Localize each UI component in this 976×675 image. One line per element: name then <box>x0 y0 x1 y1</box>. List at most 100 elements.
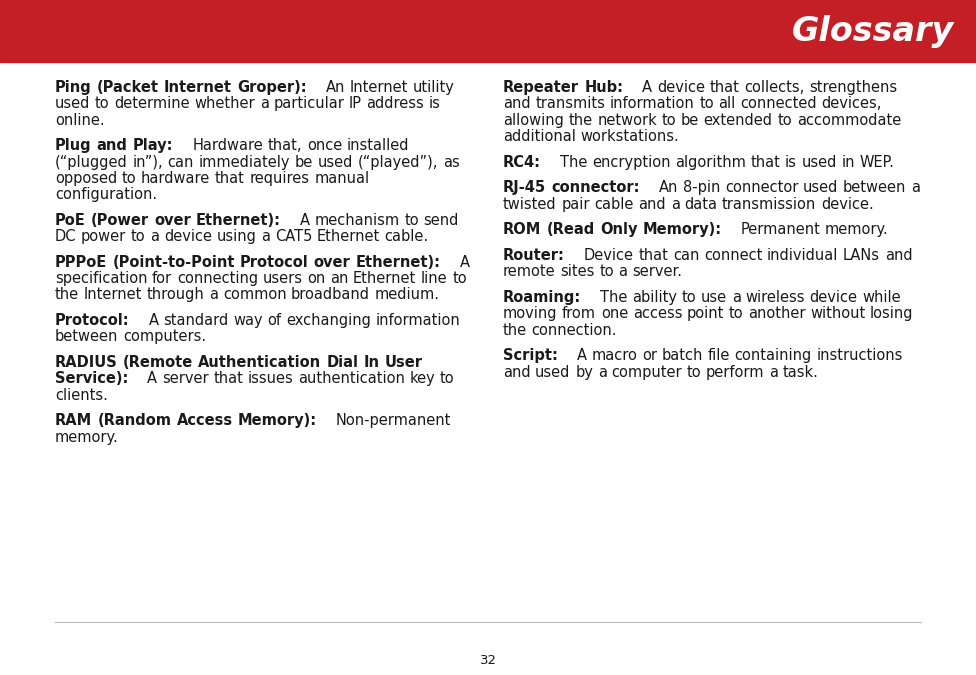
Text: PoE: PoE <box>55 213 86 228</box>
Text: Non-permanent: Non-permanent <box>336 413 451 429</box>
Text: to: to <box>699 97 713 111</box>
Text: (Point-to-Point: (Point-to-Point <box>112 255 235 270</box>
Text: the: the <box>568 113 592 128</box>
Text: clients.: clients. <box>55 387 108 403</box>
Text: sites: sites <box>560 265 594 279</box>
Text: between: between <box>55 329 118 344</box>
Text: WEP.: WEP. <box>860 155 895 169</box>
Text: manual: manual <box>314 171 369 186</box>
Text: to: to <box>687 364 701 379</box>
Text: hardware: hardware <box>142 171 211 186</box>
Text: that: that <box>638 248 669 263</box>
Text: used: used <box>801 155 837 169</box>
Text: connect: connect <box>704 248 762 263</box>
Text: Memory):: Memory): <box>238 413 317 429</box>
Text: to: to <box>777 113 792 128</box>
Text: to: to <box>122 171 137 186</box>
Text: RJ-45: RJ-45 <box>503 180 547 195</box>
Text: authentication: authentication <box>298 371 405 386</box>
Text: a: a <box>597 364 607 379</box>
Text: from: from <box>562 306 596 321</box>
Text: that: that <box>213 371 243 386</box>
Text: remote: remote <box>503 265 555 279</box>
Text: used: used <box>317 155 353 169</box>
Text: pair: pair <box>561 196 590 211</box>
Text: a: a <box>209 288 218 302</box>
Text: used: used <box>535 364 571 379</box>
Text: PPPoE: PPPoE <box>55 255 107 270</box>
Text: information: information <box>610 97 695 111</box>
Text: configuration.: configuration. <box>55 187 157 202</box>
Text: another: another <box>748 306 805 321</box>
Text: Only: Only <box>600 222 637 238</box>
Text: in: in <box>841 155 855 169</box>
Text: to: to <box>662 113 676 128</box>
Text: that,: that, <box>267 138 303 153</box>
Text: 32: 32 <box>479 655 497 668</box>
Text: of: of <box>267 313 281 328</box>
Text: batch: batch <box>662 348 703 363</box>
Text: a: a <box>911 180 919 195</box>
Text: mechanism: mechanism <box>314 213 400 228</box>
Bar <box>0 0 976 62</box>
Text: (Power: (Power <box>91 213 149 228</box>
Text: connection.: connection. <box>532 323 617 338</box>
Text: RAM: RAM <box>55 413 93 429</box>
Text: standard: standard <box>163 313 228 328</box>
Text: installed: installed <box>346 138 409 153</box>
Text: information: information <box>376 313 461 328</box>
Text: Hardware: Hardware <box>192 138 263 153</box>
Text: key: key <box>410 371 435 386</box>
Text: while: while <box>862 290 901 305</box>
Text: twisted: twisted <box>503 196 556 211</box>
Text: connector:: connector: <box>551 180 639 195</box>
Text: (Remote: (Remote <box>123 355 193 370</box>
Text: address: address <box>367 97 425 111</box>
Text: point: point <box>687 306 724 321</box>
Text: that: that <box>751 155 781 169</box>
Text: devices,: devices, <box>822 97 882 111</box>
Text: Plug: Plug <box>55 138 92 153</box>
Text: memory.: memory. <box>825 222 889 238</box>
Text: CAT5: CAT5 <box>274 229 312 244</box>
Text: cable: cable <box>594 196 633 211</box>
Text: and: and <box>97 138 128 153</box>
Text: Dial: Dial <box>327 355 358 370</box>
Text: A: A <box>148 313 159 328</box>
Text: requires: requires <box>250 171 309 186</box>
Text: computers.: computers. <box>123 329 206 344</box>
Text: computer: computer <box>611 364 682 379</box>
Text: Repeater: Repeater <box>503 80 579 95</box>
Text: Internet: Internet <box>84 288 142 302</box>
Text: specification: specification <box>55 271 147 286</box>
Text: device: device <box>810 290 858 305</box>
Text: between: between <box>842 180 906 195</box>
Text: Script:: Script: <box>503 348 558 363</box>
Text: Groper):: Groper): <box>237 80 306 95</box>
Text: Protocol:: Protocol: <box>55 313 130 328</box>
Text: Ping: Ping <box>55 80 92 95</box>
Text: once: once <box>306 138 342 153</box>
Text: users: users <box>263 271 303 286</box>
Text: ability: ability <box>632 290 677 305</box>
Text: data: data <box>684 196 717 211</box>
Text: to: to <box>131 229 145 244</box>
Text: User: User <box>385 355 423 370</box>
Text: through: through <box>146 288 205 302</box>
Text: workstations.: workstations. <box>581 129 679 144</box>
Text: Internet: Internet <box>164 80 232 95</box>
Text: Access: Access <box>177 413 232 429</box>
Text: for: for <box>152 271 172 286</box>
Text: Router:: Router: <box>503 248 565 263</box>
Text: power: power <box>81 229 126 244</box>
Text: a: a <box>261 229 270 244</box>
Text: be: be <box>681 113 699 128</box>
Text: on: on <box>307 271 326 286</box>
Text: be: be <box>295 155 313 169</box>
Text: used: used <box>802 180 838 195</box>
Text: A: A <box>147 371 157 386</box>
Text: utility: utility <box>413 80 455 95</box>
Text: a: a <box>769 364 778 379</box>
Text: issues: issues <box>248 371 294 386</box>
Text: Memory):: Memory): <box>642 222 721 238</box>
